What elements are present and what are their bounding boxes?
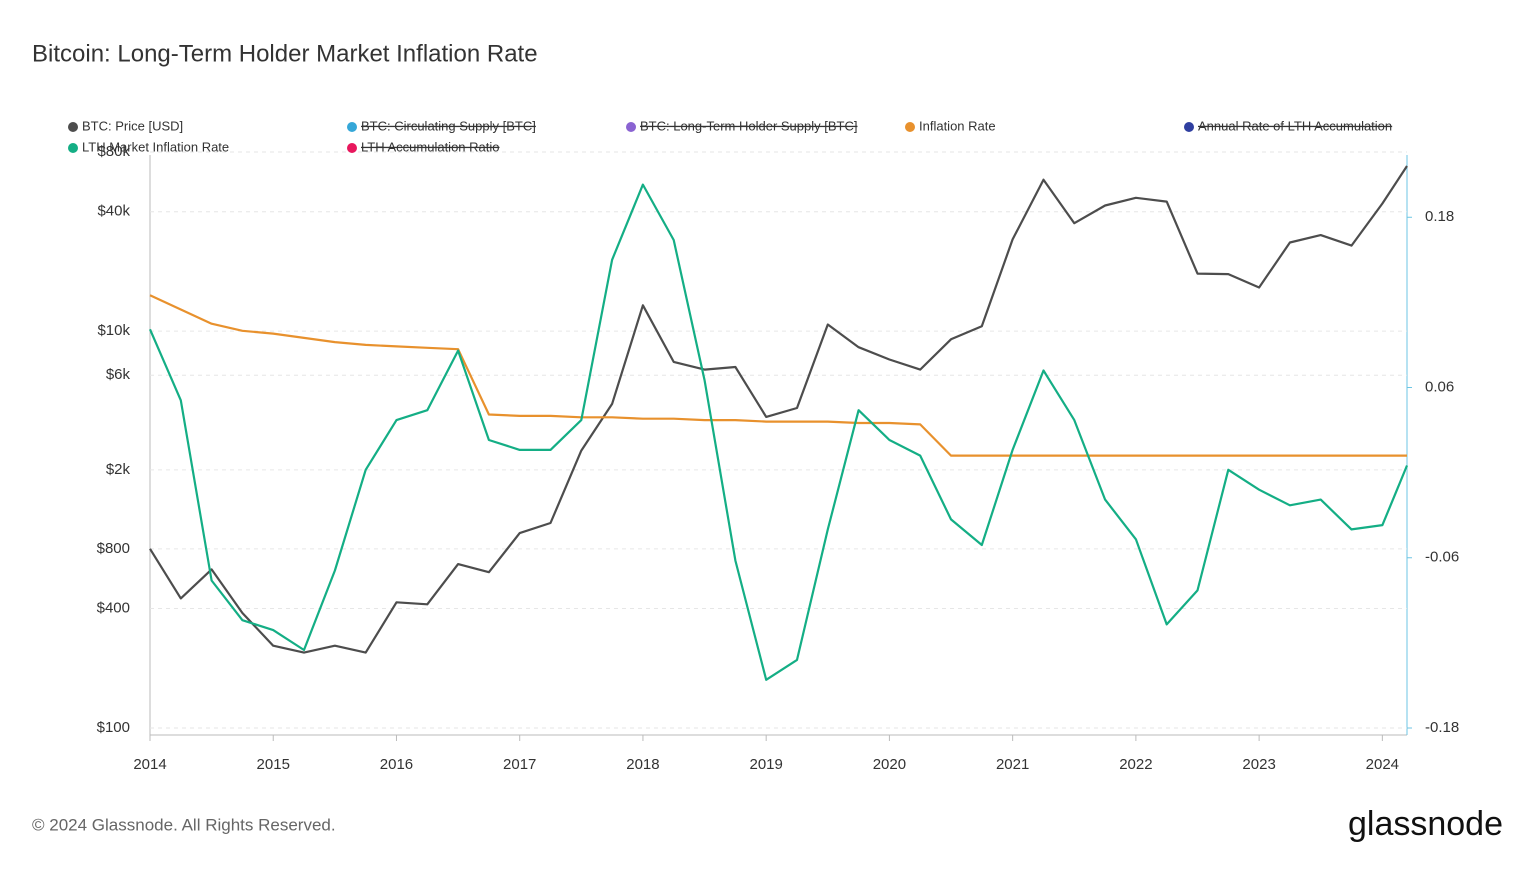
x-tick-label: 2024 (1366, 756, 1399, 773)
y-tick-label: $80k (97, 143, 130, 160)
y-tick-label: $6k (106, 366, 131, 383)
x-tick-label: 2022 (1119, 756, 1152, 773)
footer: © 2024 Glassnode. All Rights Reserved. (32, 815, 336, 834)
series-line (148, 183, 1409, 681)
legend-marker (68, 143, 78, 153)
legend-marker (905, 122, 915, 132)
y-tick-label: $100 (97, 719, 130, 736)
x-tick-label: 2018 (626, 756, 659, 773)
legend-marker (68, 122, 78, 132)
y-tick-label: $2k (106, 461, 131, 478)
x-tick-label: 2017 (503, 756, 536, 773)
y2-tick-label: 0.18 (1425, 208, 1454, 225)
legend-label[interactable]: BTC: Circulating Supply [BTC] (361, 118, 536, 133)
y2-tick-label: -0.18 (1425, 719, 1459, 736)
series-line (149, 165, 1408, 654)
x-tick-label: 2021 (996, 756, 1029, 773)
legend-label[interactable]: Inflation Rate (919, 118, 996, 133)
legend-label[interactable]: LTH Accumulation Ratio (361, 139, 500, 154)
legend-marker (1184, 122, 1194, 132)
x-tick-label: 2014 (133, 756, 166, 773)
x-tick-label: 2015 (257, 756, 290, 773)
brand-logo: glassnode (1348, 805, 1503, 843)
y2-tick-label: -0.06 (1425, 549, 1459, 566)
legend-marker (347, 143, 357, 153)
chart-title: Bitcoin: Long-Term Holder Market Inflati… (32, 40, 538, 67)
y-tick-label: $10k (97, 322, 130, 339)
legend-label[interactable]: LTH Market Inflation Rate (82, 139, 229, 154)
legend-label[interactable]: BTC: Price [USD] (82, 118, 183, 133)
y2-tick-label: 0.06 (1425, 378, 1454, 395)
x-tick-label: 2016 (380, 756, 413, 773)
legend-label[interactable]: Annual Rate of LTH Accumulation (1198, 118, 1392, 133)
x-tick-label: 2019 (749, 756, 782, 773)
y-tick-label: $800 (97, 540, 130, 557)
legend-label[interactable]: BTC: Long-Term Holder Supply [BTC] (640, 118, 857, 133)
y-tick-label: $40k (97, 203, 130, 220)
x-tick-label: 2023 (1242, 756, 1275, 773)
legend-marker (626, 122, 636, 132)
x-tick-label: 2020 (873, 756, 906, 773)
y-tick-label: $400 (97, 600, 130, 617)
series-line (149, 294, 1407, 457)
legend-marker (347, 122, 357, 132)
